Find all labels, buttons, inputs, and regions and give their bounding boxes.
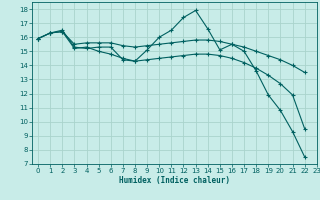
X-axis label: Humidex (Indice chaleur): Humidex (Indice chaleur) [119, 176, 230, 185]
